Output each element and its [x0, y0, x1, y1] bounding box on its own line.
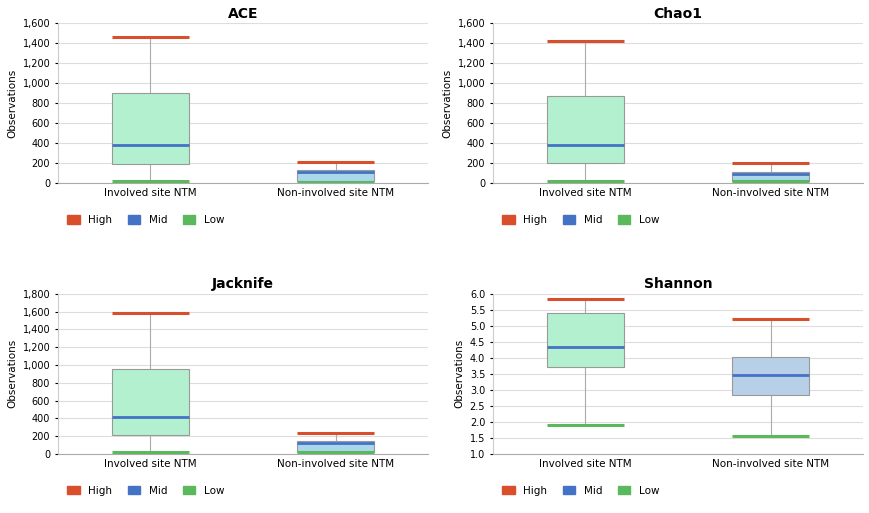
Y-axis label: Observations: Observations — [454, 339, 464, 408]
Bar — [296, 170, 374, 181]
Legend: High, Mid, Low: High, Mid, Low — [498, 211, 662, 229]
Bar — [731, 172, 808, 181]
Y-axis label: Observations: Observations — [7, 69, 17, 138]
Y-axis label: Observations: Observations — [441, 69, 451, 138]
Legend: High, Mid, Low: High, Mid, Low — [63, 481, 228, 500]
Title: Shannon: Shannon — [643, 278, 712, 291]
Title: ACE: ACE — [228, 7, 258, 21]
Bar — [111, 368, 189, 435]
Y-axis label: Observations: Observations — [7, 339, 17, 408]
Title: Jacknife: Jacknife — [212, 278, 274, 291]
Bar — [296, 441, 374, 452]
Legend: High, Mid, Low: High, Mid, Low — [498, 481, 662, 500]
Legend: High, Mid, Low: High, Mid, Low — [63, 211, 228, 229]
Bar — [731, 357, 808, 394]
Bar — [546, 313, 624, 367]
Bar — [111, 93, 189, 165]
Title: Chao1: Chao1 — [653, 7, 701, 21]
Bar — [546, 96, 624, 164]
